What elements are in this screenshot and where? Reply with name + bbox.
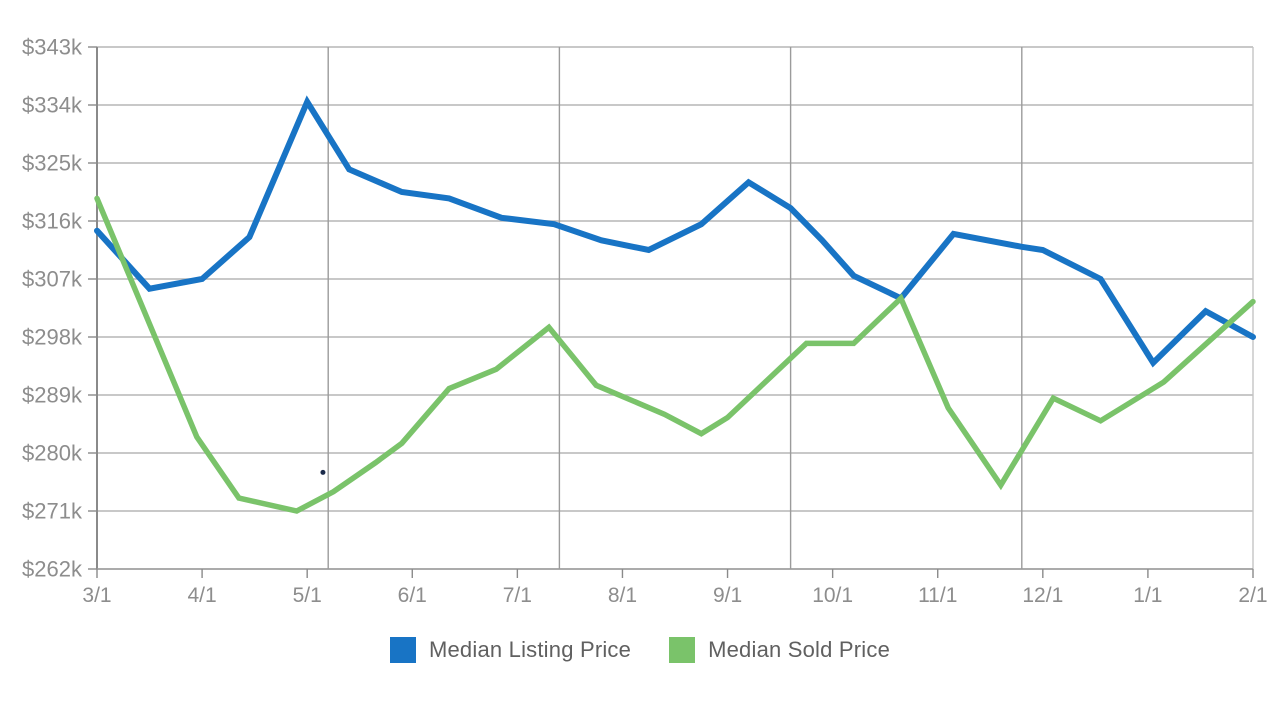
y-axis-label: $316k <box>22 209 83 234</box>
y-axis-label: $262k <box>22 557 83 582</box>
legend-item-median-sold-price: Median Sold Price <box>669 637 890 663</box>
median-listing-price-label: Median Listing Price <box>428 637 632 662</box>
y-axis-label: $343k <box>22 35 83 60</box>
y-axis-label: $298k <box>22 325 83 350</box>
y-axis-label: $289k <box>22 383 83 408</box>
x-axis-label: 9/1 <box>713 584 742 607</box>
y-axis-label: $307k <box>22 267 83 292</box>
x-axis-label: 8/1 <box>608 584 637 607</box>
x-axis-label: 6/1 <box>398 584 427 607</box>
median-sold-price-line <box>94 195 1256 514</box>
median-listing-price-line <box>94 95 1256 368</box>
stray-dot <box>320 469 326 475</box>
median-sold-price-label: Median Sold Price <box>708 637 891 662</box>
y-axis-label: $280k <box>22 441 83 466</box>
median-sold-price-swatch <box>669 637 696 663</box>
x-axis-label: 7/1 <box>503 584 532 607</box>
y-axis-label: $271k <box>22 499 83 524</box>
x-axis-label: 10/1 <box>812 584 853 607</box>
x-axis-label: 1/1 <box>1133 584 1162 607</box>
x-axis-label: 2/1 <box>1238 584 1267 607</box>
legend-item-median-listing-price: Median Listing Price <box>389 637 632 663</box>
chart-legend: Median Listing Price Median Sold Price <box>0 630 1280 670</box>
median-listing-price-swatch <box>389 637 416 663</box>
y-axis-label: $325k <box>22 151 83 176</box>
x-axis-label: 3/1 <box>82 584 111 607</box>
x-axis-label: 12/1 <box>1022 584 1063 607</box>
x-axis-label: 4/1 <box>187 584 216 607</box>
y-axis-label: $334k <box>22 93 83 118</box>
x-axis-label: 5/1 <box>293 584 322 607</box>
x-axis-label: 11/1 <box>918 584 957 607</box>
